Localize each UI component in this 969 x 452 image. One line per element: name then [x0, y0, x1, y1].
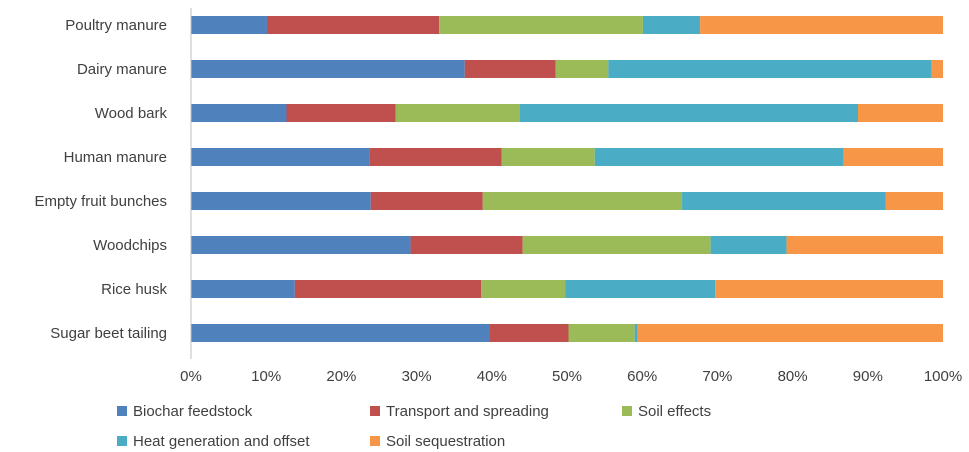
bar-segment [410, 236, 523, 254]
bar-segment [191, 148, 370, 166]
legend-item: Biochar feedstock [117, 403, 253, 420]
bar-segment [642, 16, 701, 34]
bar-segment [191, 16, 267, 34]
bar-segment [191, 236, 411, 254]
bar-segment [715, 280, 943, 298]
x-tick-label: 100% [924, 368, 962, 385]
bar-segment [266, 16, 440, 34]
category-labels: Poultry manure Dairy manure Wood bark Human… [34, 17, 167, 342]
category-label: Dairy manure [77, 61, 167, 78]
category-label: Rice husk [101, 281, 167, 298]
x-tick-label: 0% [180, 368, 202, 385]
legend-swatch [117, 436, 127, 446]
bars-group [191, 16, 943, 342]
x-tick-label: 30% [402, 368, 432, 385]
legend-item: Heat generation and offset [117, 433, 310, 450]
x-tick-label: 20% [326, 368, 356, 385]
legend-item: Soil sequestration [370, 433, 505, 450]
bar-segment [191, 280, 295, 298]
bar-segment [568, 324, 635, 342]
bar-segment [191, 60, 465, 78]
bar-segment [370, 192, 483, 210]
bar-segment [286, 104, 396, 122]
bar-segment [594, 148, 844, 166]
bar-segment [555, 60, 609, 78]
bar-segment [682, 192, 886, 210]
bar-segment [843, 148, 943, 166]
category-label: Wood bark [95, 105, 168, 122]
bar-segment [634, 324, 638, 342]
category-label: Sugar beet tailing [50, 325, 167, 342]
legend: Biochar feedstock Transport and spreading… [117, 403, 711, 450]
x-tick-label: 80% [778, 368, 808, 385]
bar-segment [858, 104, 943, 122]
bar-segment [637, 324, 943, 342]
bar-segment [439, 16, 643, 34]
legend-label: Transport and spreading [386, 403, 549, 420]
x-tick-label: 50% [552, 368, 582, 385]
bar-segment [608, 60, 932, 78]
bar-segment [501, 148, 595, 166]
category-label: Poultry manure [65, 17, 167, 34]
category-label: Empty fruit bunches [34, 193, 167, 210]
category-label: Human manure [64, 149, 167, 166]
legend-label: Soil sequestration [386, 433, 505, 450]
bar-segment [700, 16, 943, 34]
x-tick-label: 70% [702, 368, 732, 385]
bar-segment [395, 104, 520, 122]
legend-label: Soil effects [638, 403, 711, 420]
x-tick-label: 40% [477, 368, 507, 385]
legend-label: Biochar feedstock [133, 403, 253, 420]
bar-segment [481, 280, 566, 298]
legend-item: Soil effects [622, 403, 711, 420]
x-tick-label: 60% [627, 368, 657, 385]
bar-segment [489, 324, 569, 342]
bar-segment [369, 148, 502, 166]
category-label: Woodchips [93, 237, 167, 254]
bar-segment [885, 192, 943, 210]
bar-segment [464, 60, 556, 78]
bar-segment [191, 192, 371, 210]
x-tick-label: 10% [251, 368, 281, 385]
legend-label: Heat generation and offset [133, 433, 310, 450]
legend-item: Transport and spreading [370, 403, 549, 420]
legend-swatch [622, 406, 632, 416]
bar-segment [191, 324, 490, 342]
bar-segment [522, 236, 711, 254]
bar-segment [710, 236, 787, 254]
legend-swatch [370, 406, 380, 416]
bar-segment [786, 236, 943, 254]
bar-segment [191, 104, 287, 122]
bar-segment [565, 280, 716, 298]
bar-segment [482, 192, 683, 210]
legend-swatch [370, 436, 380, 446]
legend-swatch [117, 406, 127, 416]
bar-segment [294, 280, 482, 298]
x-axis-tick-labels: 0% 10% 20% 30% 40% 50% 60% 70% 80% 90% 100% [180, 368, 962, 385]
bar-segment [519, 104, 859, 122]
bar-segment [931, 60, 943, 78]
x-tick-label: 90% [853, 368, 883, 385]
